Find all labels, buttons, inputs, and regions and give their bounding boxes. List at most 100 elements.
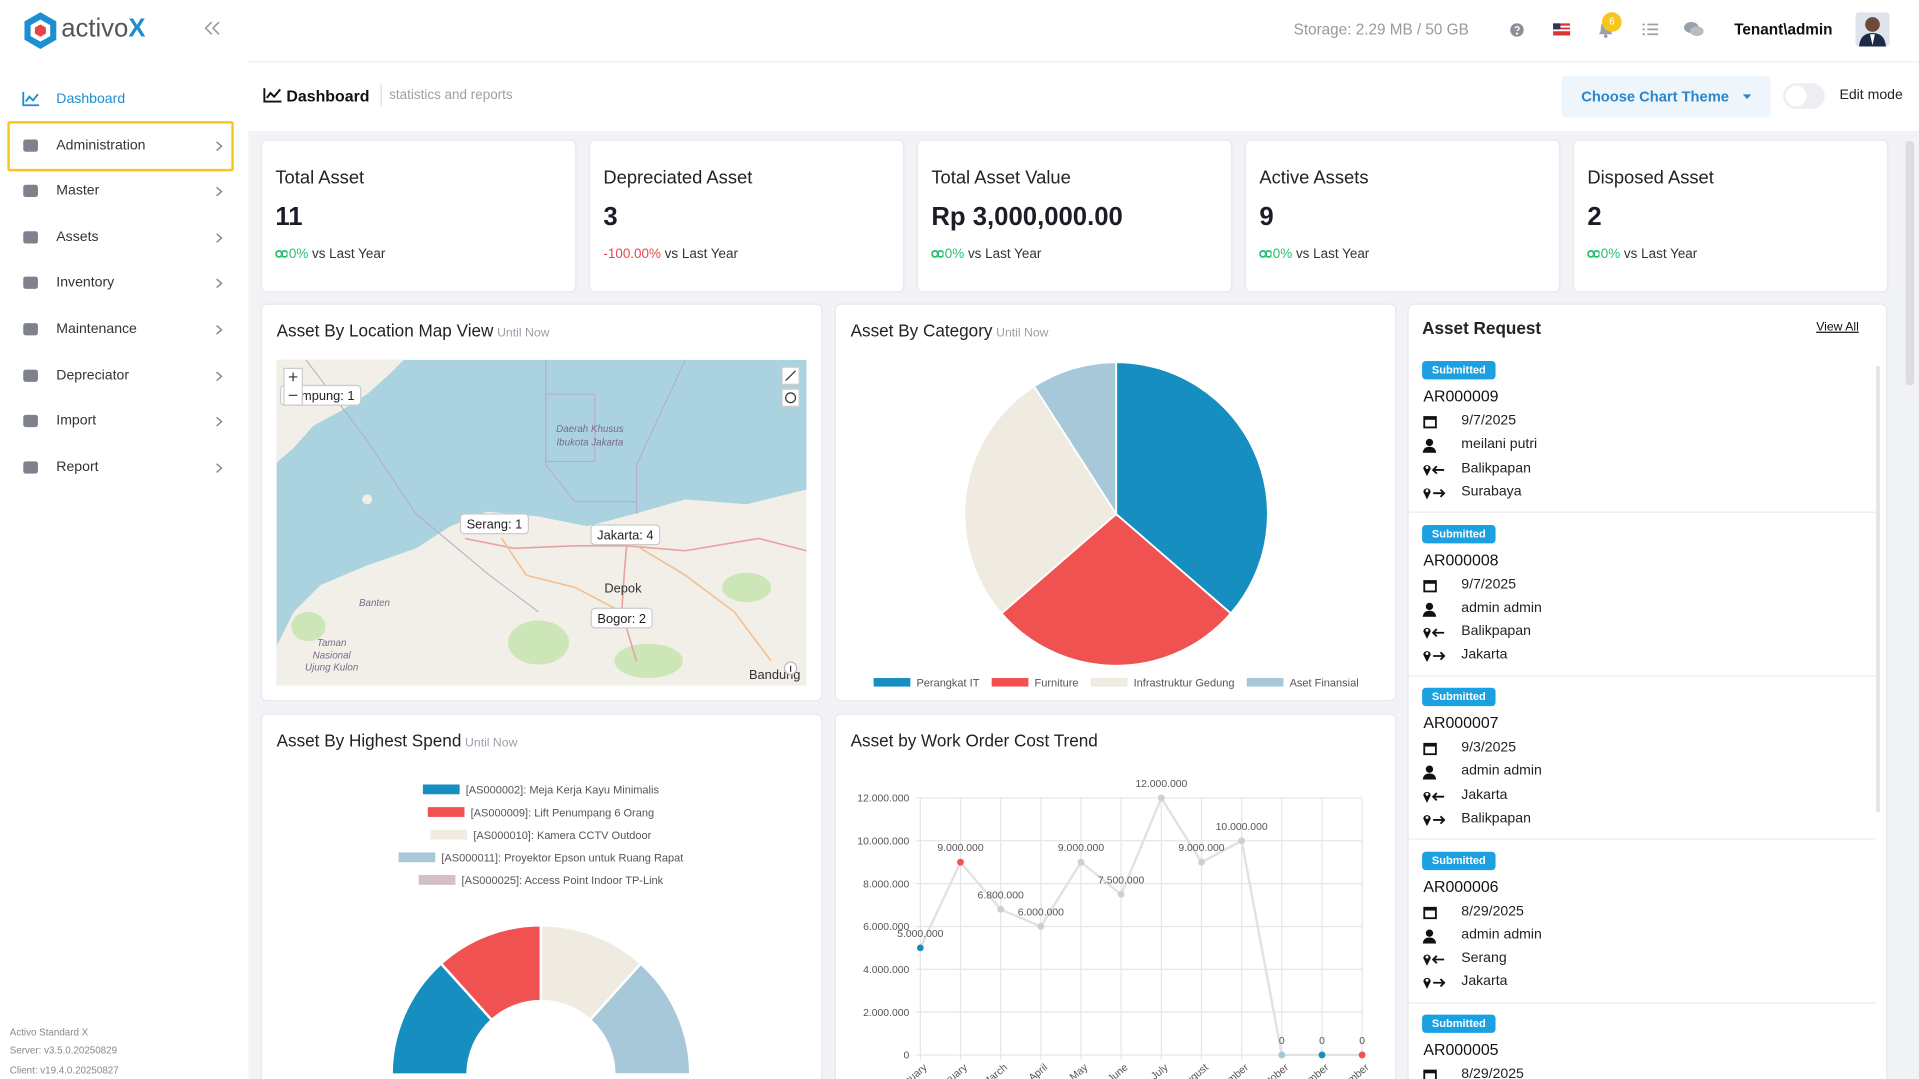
icon-part [216,463,223,473]
icon-part [1439,815,1446,825]
nav-item[interactable]: Administration [22,134,225,158]
nav-icon [22,91,40,107]
separator [1408,1001,1877,1003]
value-label: 5.000.000 [897,929,943,940]
icon-part [23,461,38,474]
trend-point [1358,1051,1366,1059]
nav-label: Dashboard [56,91,126,107]
nav-icon [23,369,38,382]
title: Asset By Category [850,320,993,341]
x-tick-label: November [1287,1062,1331,1079]
footer-line: Server: v3.5.0.20250829 [9,1045,118,1057]
legend-swatch [398,852,436,863]
x-tick-label: August [1179,1062,1211,1079]
separator [1408,838,1877,840]
brand: activoX [61,15,145,44]
trend-point [1238,837,1246,845]
kpi-card: Total Asset 11 0% vs Last Year [261,140,576,292]
location-marker[interactable]: Jakarta: 4 [590,524,661,546]
icon-part [1425,815,1429,819]
separator [1408,674,1877,677]
trend-card: Asset by Work Order Cost Trend [835,714,1396,1079]
kpi-change: 0% [288,247,309,262]
to-icon [1423,978,1446,990]
nav-item[interactable]: Master [22,180,225,204]
nav-item[interactable]: Inventory [22,272,225,296]
status-badge: Submitted [1422,1014,1496,1033]
legend-label: [AS000009]: Lift Penumpang 6 Orang [471,807,654,819]
icon-part [1422,610,1437,617]
user-name[interactable]: Tenant\admin [1734,20,1833,38]
kpi-change-row: 0% vs Last Year [1587,247,1697,262]
nav-item[interactable]: Depreciator [22,364,225,388]
pie-slice [1115,361,1269,615]
separator [380,84,382,107]
nav-item[interactable]: Maintenance [22,318,225,342]
request-requester: admin admin [1461,764,1542,779]
tasks-icon[interactable] [1642,22,1659,37]
kpi-value: 9 [1259,203,1274,232]
storage: Storage: 2.29 MB / 50 GB [1293,20,1469,38]
y-tick-label: 0 [904,1051,910,1062]
x-tick-label: February [931,1062,971,1079]
y-tick-label: 12.000.000 [857,794,909,805]
icon-part [1423,814,1431,826]
trend-point [1037,923,1045,930]
legend-swatch [1090,678,1128,687]
request-from: Jakarta [1461,787,1508,803]
map[interactable]: Daerah Khusus Ibukota Jakarta Depok Banten T… [276,359,807,686]
status-badge: Submitted [1422,524,1496,543]
chevron [216,324,223,335]
icon-part [23,185,38,198]
avatar[interactable] [1855,12,1890,47]
nav-item[interactable]: Import [22,410,225,434]
request-to: Jakarta [1461,647,1508,663]
help-icon[interactable] [1509,22,1525,38]
value-label: 0 [1279,1036,1285,1047]
request-requester: admin admin [1461,927,1542,943]
icon-part [1423,954,1431,966]
nav-item[interactable]: Report [22,456,225,480]
language-flag[interactable] [1553,23,1571,36]
nav-item[interactable]: Assets [22,226,225,250]
icon-part [1425,929,1434,937]
nav-label: Import [56,413,97,429]
theme-button[interactable]: Choose Chart Theme [1561,75,1771,118]
icon-part [1422,937,1437,944]
nav-item[interactable]: Dashboard [22,88,225,112]
trend-icon [931,249,945,258]
chevron [216,186,223,197]
icon-part [1425,792,1429,796]
view-all-link[interactable]: View All [1816,320,1859,335]
edit-toggle[interactable] [1783,83,1825,109]
trend-icon [1259,249,1273,258]
icon-part [24,93,39,103]
icon-part [1425,909,1435,917]
kpi-change-row: -100.00% vs Last Year [603,247,738,262]
theme-button-label: Choose Chart Theme [1581,88,1729,106]
icon-part [1425,583,1435,590]
collapse-button[interactable] [203,20,223,37]
nav-label: Report [56,459,99,475]
value-label: 6.000.000 [1018,907,1064,918]
icon-part [1423,627,1431,639]
trend-point [1117,890,1125,898]
legend-label: Perangkat IT [916,678,979,690]
kpi-value: Rp 3,000,000.00 [931,203,1123,232]
icon-part [1423,651,1431,663]
icon-part [1422,773,1437,780]
subtitle: Until Now [996,326,1049,341]
y-tick-label: 4.000.000 [863,965,909,976]
zoom-control[interactable] [283,367,303,406]
kpi-change: 0% [944,247,965,262]
kpi-note: vs Last Year [664,247,739,262]
locate-button[interactable] [781,388,800,407]
request-id: AR000008 [1423,550,1499,569]
to-icon [1423,814,1446,826]
location-marker[interactable]: Bogor: 2 [590,607,653,629]
location-marker[interactable]: Serang: 1 [459,513,530,535]
x-tick-label: July [1149,1062,1171,1079]
chat-icon[interactable] [1684,21,1704,38]
legend-label: Aset Finansial [1290,678,1359,690]
icon-part [216,417,223,427]
